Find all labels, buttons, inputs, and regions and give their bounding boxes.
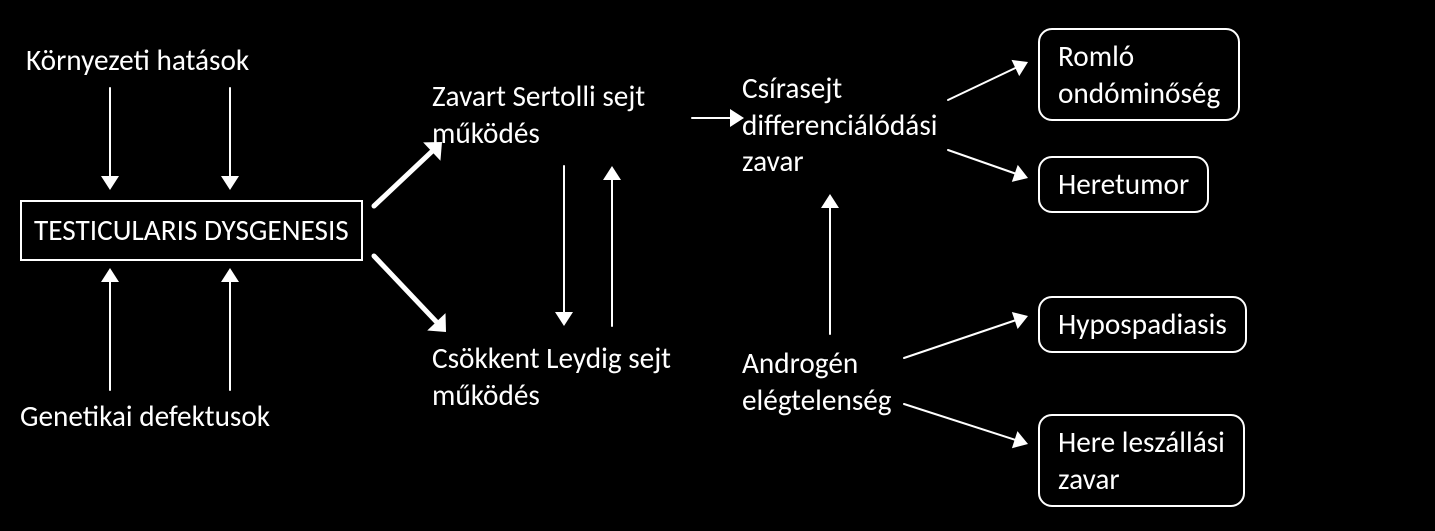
node-androgen: Androgén elégtelenség xyxy=(742,345,892,418)
node-descent: Here leszállási zavar xyxy=(1038,414,1245,507)
node-testis-tumor: Heretumor xyxy=(1038,156,1209,213)
node-leydig: Csökkent Leydig sejt működés xyxy=(432,340,671,413)
node-sertoli: Zavart Sertolli sejt működés xyxy=(432,78,645,151)
node-testicularis-dysgenesis: TESTICULARIS DYSGENESIS xyxy=(20,200,363,261)
node-environmental: Környezeti hatások xyxy=(26,42,249,79)
node-semen-quality: Romló ondóminőség xyxy=(1038,28,1240,121)
node-germ-cell: Csírasejt differenciálódási zavar xyxy=(742,70,937,180)
node-genetic-defects: Genetikai defektusok xyxy=(20,398,270,435)
node-hypospadias: Hypospadiasis xyxy=(1038,296,1247,353)
diagram-stage: Környezeti hatások TESTICULARIS DYSGENES… xyxy=(0,0,1435,531)
